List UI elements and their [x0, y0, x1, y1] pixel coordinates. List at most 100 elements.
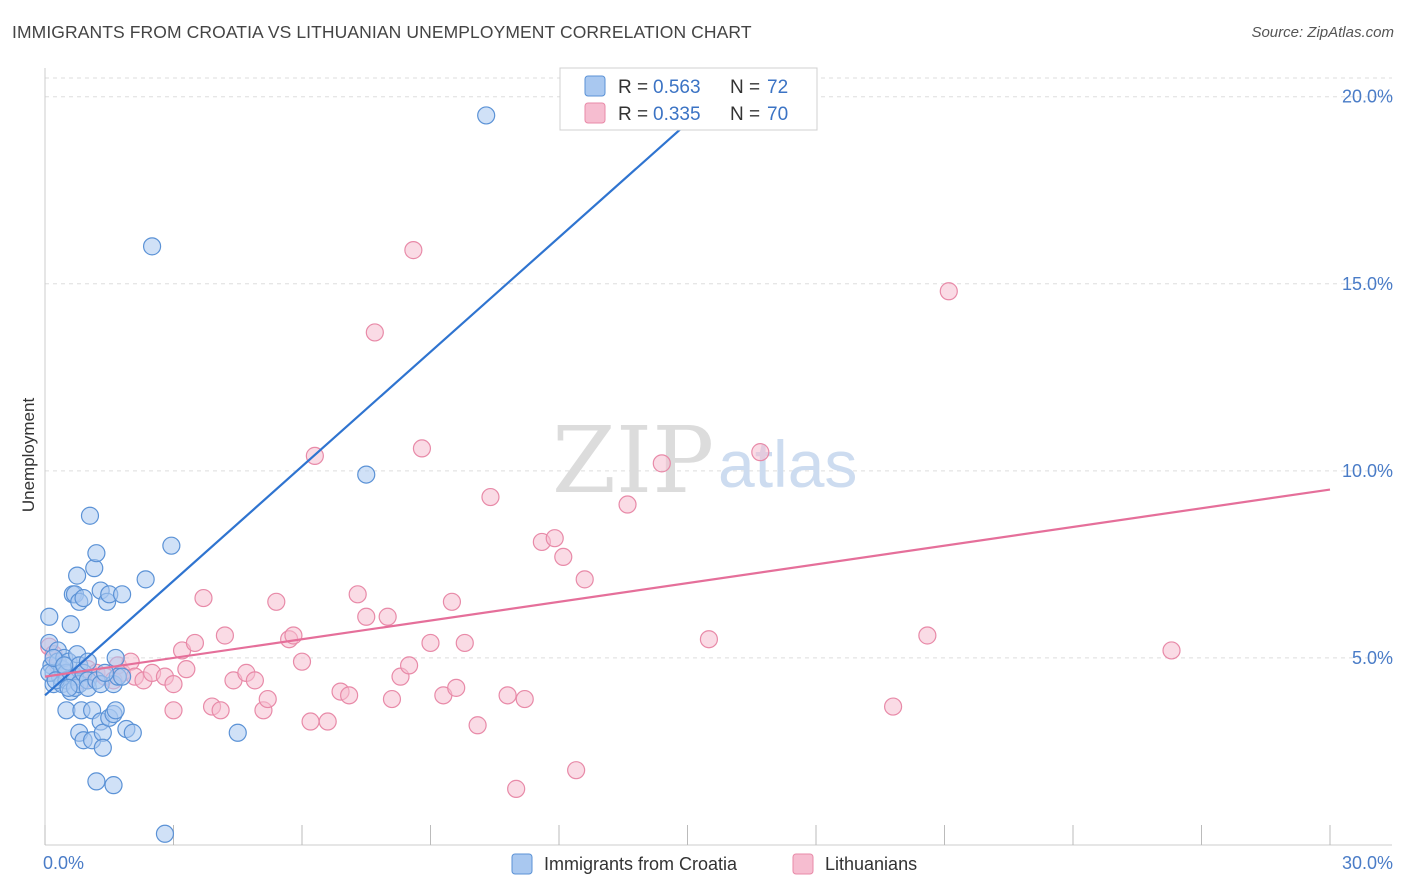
bottom-legend-swatch-croatia	[511, 853, 533, 875]
croatia-point	[112, 585, 132, 604]
croatia-point	[106, 648, 125, 668]
bottom-legend-label-lithuanians: Lithuanians	[825, 854, 917, 874]
lithuanians-point	[575, 570, 594, 589]
top-legend: R = 0.563 N = 72 R = 0.335 N = 70	[559, 67, 818, 131]
y-tick-labels: 5.0% 10.0% 15.0% 20.0%	[1342, 87, 1393, 668]
legend-n-label-lithuanians: N =	[730, 104, 760, 125]
bottom-legend-label-croatia: Immigrants from Croatia	[544, 854, 738, 874]
lithuanians-point	[245, 671, 264, 690]
croatia-point	[74, 588, 93, 608]
croatia-point	[87, 544, 106, 563]
lithuanians-point	[545, 529, 564, 548]
croatia-point	[40, 607, 59, 626]
lithuanians-point	[177, 660, 196, 679]
y-tick-label: 5.0%	[1352, 648, 1393, 668]
croatia-point	[357, 465, 376, 484]
y-tick-label: 10.0%	[1342, 461, 1393, 481]
lithuanians-point	[215, 626, 234, 645]
croatia-point	[477, 106, 496, 125]
lithuanians-point	[164, 675, 183, 694]
lithuanians-point	[121, 652, 140, 671]
croatia-point	[123, 723, 142, 742]
lithuanians-point	[554, 547, 573, 567]
axes	[44, 68, 1392, 846]
legend-n-value-lithuanians: 70	[767, 104, 788, 125]
croatia-point	[228, 723, 247, 742]
lithuanians-point	[751, 443, 770, 462]
bottom-legend: Immigrants from Croatia Lithuanians	[511, 853, 917, 875]
lithuanians-point	[455, 633, 474, 653]
croatia-point	[85, 559, 104, 578]
lithuanians-point	[365, 323, 384, 342]
croatia-point	[87, 772, 106, 791]
croatia-point	[142, 237, 162, 256]
lithuanians-point	[399, 656, 419, 675]
croatia-point	[162, 536, 181, 555]
croatia-point	[61, 615, 80, 634]
croatia-point	[93, 738, 112, 757]
source-label: Source: ZipAtlas.com	[1251, 24, 1394, 41]
lithuanians-point	[404, 241, 423, 260]
lithuanians-point	[442, 592, 462, 611]
lithuanians-point	[357, 607, 376, 626]
lithuanians-point	[498, 686, 517, 705]
legend-r-value-croatia: 0.563	[653, 77, 701, 98]
lithuanians-point	[918, 626, 937, 645]
lithuanians-point	[164, 701, 183, 720]
legend-n-value-croatia: 72	[767, 77, 788, 98]
watermark: ZIP atlas	[552, 407, 857, 514]
lithuanians-point	[185, 633, 205, 653]
croatia-point	[136, 570, 155, 589]
croatia-point	[106, 701, 125, 720]
legend-r-value-lithuanians: 0.335	[653, 104, 701, 125]
lithuanians-point	[481, 487, 500, 507]
lithuanians-point	[652, 454, 671, 473]
croatia-point	[112, 667, 132, 686]
lithuanians-point	[421, 633, 440, 653]
lithuanians-point	[412, 439, 432, 458]
lithuanians-point	[468, 716, 487, 735]
lithuanians-point	[267, 592, 286, 611]
grid-lines	[45, 77, 1392, 659]
lithuanians-point	[194, 588, 213, 608]
lithuanians-point	[382, 689, 402, 709]
lithuanians-point	[618, 495, 637, 514]
y-tick-label: 15.0%	[1342, 274, 1393, 294]
x-tick-label: 30.0%	[1342, 853, 1393, 873]
y-tick-label: 20.0%	[1342, 87, 1393, 107]
bottom-legend-swatch-lithuanians	[792, 853, 814, 875]
lithuanians-point	[567, 761, 586, 780]
y-axis-label: Unemployment	[19, 398, 38, 513]
legend-n-label-croatia: N =	[730, 77, 760, 98]
legend-r-label-lithuanians: R =	[618, 104, 648, 125]
lithuanians-point	[939, 282, 958, 301]
lithuanians-point	[1162, 641, 1181, 660]
lithuanians-point	[883, 697, 903, 716]
croatia-point	[55, 656, 74, 675]
lithuanians-points	[40, 241, 1181, 798]
lithuanians-point	[515, 689, 534, 709]
croatia-point	[59, 678, 78, 697]
croatia-point	[68, 566, 87, 585]
legend-swatch-lithuanians	[584, 102, 606, 124]
legend-r-label-croatia: R =	[618, 77, 648, 98]
lithuanians-point	[348, 585, 367, 604]
trendlines	[44, 122, 1331, 697]
lithuanians-point	[699, 630, 719, 649]
lithuanians-point	[340, 686, 359, 705]
lithuanians-point	[292, 652, 312, 671]
lithuanians-point	[258, 689, 277, 709]
x-tick-label: 0.0%	[43, 853, 84, 873]
watermark-zip: ZIP	[552, 407, 714, 514]
x-tick-labels: 0.0% 30.0%	[43, 853, 1393, 873]
legend-swatch-croatia	[584, 75, 606, 97]
lithuanians-point	[507, 779, 526, 798]
lithuanians-point	[378, 607, 397, 626]
lithuanians-point	[318, 712, 337, 731]
lithuanians-point	[211, 701, 230, 720]
croatia-point	[80, 506, 100, 525]
croatia-point	[155, 824, 175, 843]
lithuanians-point	[447, 678, 466, 697]
croatia-point	[104, 776, 123, 795]
